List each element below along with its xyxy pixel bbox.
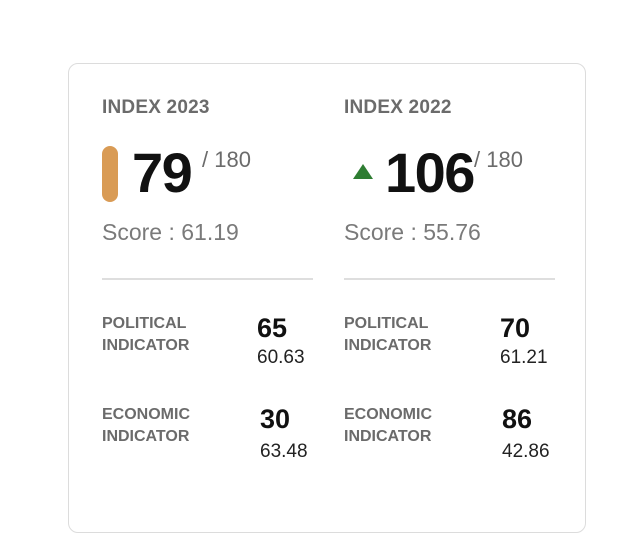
political-indicator-rank: 70	[500, 313, 531, 343]
divider	[344, 278, 555, 280]
economic-indicator-label: ECONOMIC INDICATOR	[102, 406, 190, 445]
economic-indicator-score: 63.48	[260, 441, 308, 462]
index-card: INDEX 2023 79 / 180 Score : 61.19 POLITI…	[68, 63, 586, 533]
political-indicator-score: 60.63	[257, 347, 305, 368]
index-title: INDEX 2022	[344, 97, 452, 118]
rank-value: 79	[132, 141, 193, 204]
rank-total: / 180	[474, 147, 523, 172]
economic-indicator-rank: 30	[260, 404, 291, 434]
rank-total: / 180	[202, 147, 251, 172]
rank-row: 79 / 180	[102, 141, 313, 204]
rank-row: 106 / 180	[344, 141, 555, 204]
economic-indicator-rank: 86	[502, 404, 533, 434]
political-indicator-score: 61.21	[500, 347, 548, 368]
up-arrow-icon	[353, 164, 373, 179]
score-text: Score : 55.76	[344, 219, 481, 245]
political-indicator-rank: 65	[257, 313, 288, 343]
divider	[102, 278, 313, 280]
rank-value: 106	[385, 141, 475, 204]
economic-indicator-label: ECONOMIC INDICATOR	[344, 406, 432, 445]
economic-indicator-score: 42.86	[502, 441, 550, 462]
political-indicator-label: POLITICAL INDICATOR	[102, 315, 190, 354]
political-indicator-label: POLITICAL INDICATOR	[344, 315, 432, 354]
score-text: Score : 61.19	[102, 219, 239, 245]
rank-marker-bar	[102, 146, 118, 202]
index-title: INDEX 2023	[102, 97, 210, 118]
